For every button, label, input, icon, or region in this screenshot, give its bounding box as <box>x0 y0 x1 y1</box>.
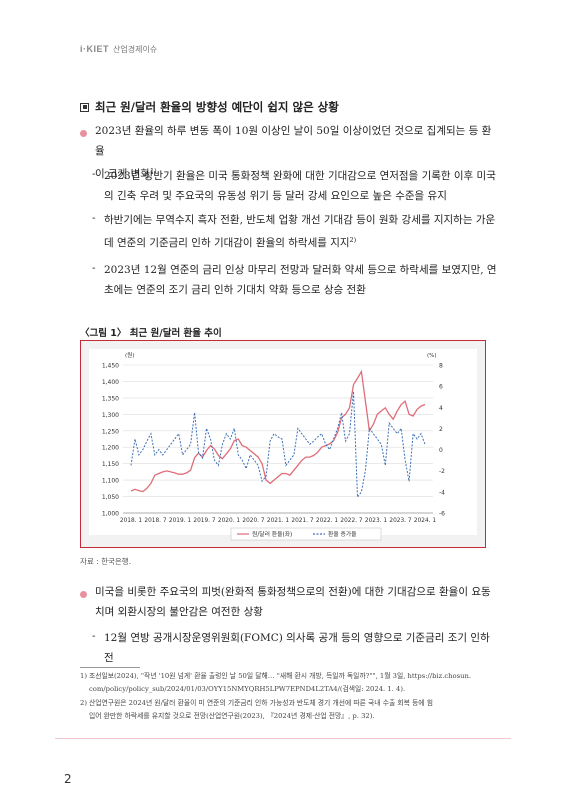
right-tick-label: 6 <box>439 384 443 391</box>
left-tick-label: 1,350 <box>102 395 119 402</box>
legend-label: 원/달러 환율(좌) <box>252 530 292 538</box>
exchange-rate-chart: 1,000 1,050 1,100 1,150 1,200 1,250 1,300 1,350… <box>89 349 477 541</box>
dash-icon: - <box>92 262 96 274</box>
legend-box <box>230 527 382 541</box>
left-tick-label: 1,050 <box>102 494 119 501</box>
running-header: i·KIET 산업경제이슈 <box>80 44 157 55</box>
dash-icon: - <box>92 630 96 642</box>
sub-bullet-4: 12월 연방 공개시장운영위원회(FOMC) 의사록 공개 등의 영향으로 기준… <box>104 628 499 668</box>
footnote-1-line1: 조선일보(2024), "작년 '10원 넘게' 환율 출렁인 날 50일 달해… <box>89 672 472 680</box>
right-tick-label: 4 <box>439 405 443 412</box>
legend-label: 환율 증가율 <box>328 530 357 538</box>
sub-bullet-2: 하반기에는 무역수지 흑자 전환, 반도체 업황 개선 기대감 등이 원화 강세… <box>104 210 499 253</box>
x-tick-label: 2020. 1 <box>218 518 240 524</box>
x-tick-label: 2023. 7 <box>389 518 411 524</box>
section-title-text: 최근 원/달러 환율의 방향성 예단이 쉽지 않은 상황 <box>95 100 339 114</box>
left-tick-label: 1,300 <box>102 412 119 419</box>
chart-frame: 1,000 1,050 1,100 1,150 1,200 1,250 1,300 1,350… <box>80 340 486 548</box>
section-title: 최근 원/달러 환율의 방향성 예단이 쉽지 않은 상황 <box>80 99 339 115</box>
x-tick-label: 2019. 1 <box>169 518 191 524</box>
bullet-1-line2: 이 크게 변화1) <box>95 167 157 180</box>
x-tick-label: 2018. 1 <box>120 518 142 524</box>
bullet-2: 미국을 비롯한 주요국의 피벗(완화적 통화정책으로의 전환)에 대한 기대감으… <box>95 582 495 622</box>
sub-bullet-3-line2: 초에는 연준의 조기 금리 인하 기대치 약화 등으로 상승 전환 <box>104 284 366 296</box>
x-tick-label: 2019. 7 <box>193 518 215 524</box>
footnote-ref[interactable]: 1) <box>149 167 157 175</box>
right-tick-label: 0 <box>439 447 443 454</box>
left-tick-label: 1,150 <box>102 461 119 468</box>
sub-bullet-1-line2: 의 긴축 우려 및 주요국의 유동성 위기 등 달러 강세 요인으로 높은 수준… <box>104 190 447 202</box>
x-tick-label: 2024. 1 <box>414 518 436 524</box>
kiet-logo: i·KIET <box>80 44 109 54</box>
page-divider <box>55 738 511 739</box>
right-tick-label: -6 <box>439 511 445 518</box>
right-tick-label: -4 <box>439 489 445 496</box>
sub-bullet-3: 2023년 12월 연준의 금리 인상 마무리 전망과 달러화 약세 등으로 하… <box>104 260 499 300</box>
right-tick-label: 2 <box>439 426 443 433</box>
sub-bullet-1: 2023년 상반기 환율은 미국 통화정책 완화에 대한 기대감으로 연저점을 … <box>104 166 499 206</box>
x-tick-label: 2023. 1 <box>365 518 387 524</box>
left-tick-label: 1,000 <box>102 511 119 518</box>
footnote-2-line1: 산업연구원은 2024년 원/달러 환율이 미 연준의 기준금리 인하 가능성과… <box>89 699 433 707</box>
dash-icon: - <box>92 168 96 180</box>
square-bullet-icon <box>80 102 89 112</box>
bullet-dot-icon <box>80 130 87 137</box>
sub-bullet-1-line1: 2023년 상반기 환율은 미국 통화정책 완화에 대한 기대감으로 연저점을 … <box>104 170 496 182</box>
bullet-1: 2023년 환율의 하루 변동 폭이 10원 이상인 날이 50일 이상이었던 … <box>95 121 495 184</box>
x-tick-label: 2021. 7 <box>291 518 313 524</box>
bullet-2-line2: 치며 외환시장의 불안감은 여전한 상황 <box>95 606 263 618</box>
header-series: 산업경제이슈 <box>113 45 158 54</box>
dash-icon: - <box>92 212 96 224</box>
footnote-2: 2) 산업연구원은 2024년 원/달러 환율이 미 연준의 기준금리 인하 가… <box>80 697 490 722</box>
footnote-2-line2: 입어 완만한 하락세를 유지할 것으로 전망(산업연구원(2023), 『202… <box>89 711 375 720</box>
x-tick-label: 2021. 1 <box>267 518 289 524</box>
right-tick-label: -2 <box>439 468 445 475</box>
footnote-number: 1) <box>80 672 87 680</box>
figure-source: 자료 : 한국은행. <box>80 557 132 566</box>
x-tick-label: 2018. 7 <box>144 518 166 524</box>
left-tick-label: 1,250 <box>102 428 119 435</box>
left-tick-label: 1,100 <box>102 478 119 485</box>
chart-plot-background <box>89 349 477 535</box>
x-tick-label: 2022. 1 <box>316 518 338 524</box>
left-tick-label: 1,200 <box>102 445 119 452</box>
page-number: 2 <box>64 772 72 786</box>
x-tick-label: 2022. 7 <box>340 518 362 524</box>
series-line-growth-rate <box>130 391 426 499</box>
figure-title: 〈그림 1〉 최근 원/달러 환율 추이 <box>80 328 222 339</box>
series-line-exchange-rate <box>130 369 426 493</box>
left-tick-label: 1,400 <box>102 379 119 386</box>
footnote-1-line2: com/policy/policy_sub/2024/01/03/OYY15NM… <box>89 684 406 693</box>
left-tick-label: 1,450 <box>102 363 119 370</box>
bullet-dot-icon <box>80 591 87 598</box>
footnote-1: 1) 조선일보(2024), "작년 '10원 넘게' 환율 출렁인 날 50일… <box>80 670 490 695</box>
bullet-1-line1: 2023년 환율의 하루 변동 폭이 10원 이상인 날이 50일 이상이었던 … <box>95 125 492 157</box>
left-axis-unit: (원) <box>125 351 134 359</box>
footnote-ref[interactable]: 2) <box>349 236 357 244</box>
right-axis-unit: (%) <box>427 353 437 359</box>
footnote-number: 2) <box>80 699 87 707</box>
right-tick-label: 8 <box>439 363 443 370</box>
sub-bullet-2-line2: 데 연준의 기준금리 인하 기대감이 환율의 하락세를 지지2) <box>104 236 357 249</box>
sub-bullet-3-line1: 2023년 12월 연준의 금리 인상 마무리 전망과 달러화 약세 등으로 하… <box>104 264 497 276</box>
sub-bullet-4-line1: 12월 연방 공개시장운영위원회(FOMC) 의사록 공개 등의 영향으로 기준… <box>104 632 490 664</box>
footnote-divider <box>80 667 140 668</box>
sub-bullet-2-line1: 하반기에는 무역수지 흑자 전환, 반도체 업황 개선 기대감 등이 원화 강세… <box>104 214 496 226</box>
x-tick-label: 2020. 7 <box>242 518 264 524</box>
bullet-2-line1: 미국을 비롯한 주요국의 피벗(완화적 통화정책으로의 전환)에 대한 기대감으… <box>95 586 491 598</box>
